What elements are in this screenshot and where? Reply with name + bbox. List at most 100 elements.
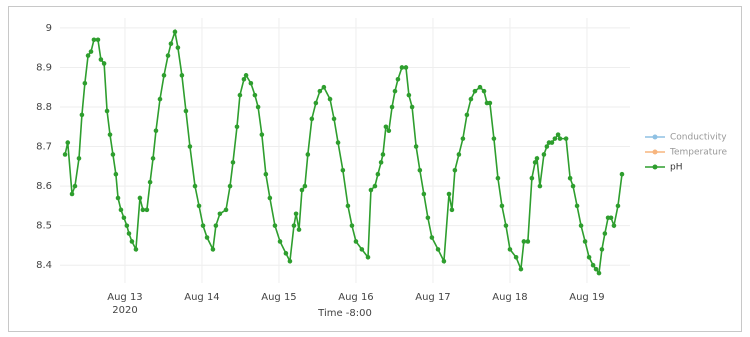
data-point [596, 270, 602, 276]
data-point [293, 211, 299, 217]
data-point [335, 140, 341, 145]
data-point [499, 203, 505, 209]
data-point [578, 223, 584, 228]
data-point [456, 152, 462, 157]
data-point [380, 152, 386, 157]
data-point [107, 132, 113, 137]
data-point [555, 132, 561, 137]
data-point [417, 167, 423, 173]
data-point [353, 239, 359, 244]
data-point [349, 223, 355, 228]
data-point [378, 160, 384, 165]
data-point [563, 136, 569, 141]
data-point [113, 171, 119, 177]
x-tick-label-line: Aug 13 [107, 292, 142, 303]
data-point [608, 215, 614, 221]
data-point [192, 183, 198, 189]
data-point [487, 100, 493, 106]
data-point [529, 175, 535, 181]
data-point [183, 108, 189, 114]
data-point [147, 179, 153, 185]
x-tick-label: Aug 16 [338, 292, 373, 303]
data-point [403, 65, 409, 70]
data-point [287, 258, 293, 264]
data-point [615, 203, 621, 209]
data-point [582, 239, 588, 244]
data-point [421, 191, 427, 197]
x-tick-label-line: Aug 18 [492, 292, 527, 303]
data-point [345, 203, 351, 209]
data-point [140, 207, 146, 213]
data-point [69, 191, 75, 197]
data-point [365, 254, 371, 260]
data-point [95, 37, 101, 43]
x-tick-label: Aug 15 [261, 292, 296, 303]
data-point [446, 191, 452, 197]
data-point [302, 183, 308, 189]
data-point [291, 223, 297, 228]
data-point [187, 144, 193, 149]
data-point [472, 88, 478, 94]
data-point [593, 266, 599, 272]
data-point [413, 144, 419, 149]
data-point [409, 104, 415, 110]
data-point [392, 88, 398, 94]
legend-label: pH [670, 163, 682, 173]
data-point [110, 152, 116, 157]
data-point [567, 175, 573, 181]
data-point [452, 167, 458, 173]
data-point [91, 37, 97, 43]
data-point [137, 195, 143, 201]
data-point [227, 183, 233, 189]
data-point [383, 124, 389, 130]
x-tick-label-line: Aug 15 [261, 292, 296, 303]
data-point [259, 132, 265, 137]
data-point [495, 175, 501, 181]
data-point [507, 247, 513, 252]
data-point [389, 104, 395, 110]
data-point [552, 136, 558, 141]
data-point [503, 223, 509, 228]
data-point [429, 235, 435, 240]
x-tick-label-line: Aug 19 [569, 292, 604, 303]
y-tick-label: 9 [46, 23, 52, 34]
data-point [230, 160, 236, 165]
data-point [296, 227, 302, 232]
data-point [179, 73, 185, 78]
legend-label: Conductivity [670, 133, 727, 143]
data-point [317, 88, 323, 94]
data-point [213, 223, 219, 228]
legend-swatch-marker [652, 164, 658, 170]
data-point [425, 215, 431, 221]
data-point [126, 231, 132, 236]
y-tick-label: 8.7 [36, 142, 52, 153]
y-tick-label: 8.6 [36, 181, 52, 192]
data-point [98, 57, 104, 62]
data-point [599, 247, 605, 252]
data-point [590, 262, 596, 268]
data-point [104, 108, 110, 114]
data-point [150, 156, 156, 161]
x-tick-label: Aug 17 [415, 292, 450, 303]
data-point [168, 41, 174, 47]
data-point [313, 100, 319, 106]
data-point [435, 247, 441, 252]
data-point [327, 96, 333, 102]
x-tick-label: Aug 19 [569, 292, 604, 303]
data-point [386, 128, 392, 134]
data-point [217, 211, 223, 217]
data-point [241, 77, 247, 82]
data-point [129, 239, 135, 244]
data-point [255, 104, 261, 110]
data-point [62, 152, 68, 157]
x-tick-label: Aug 18 [492, 292, 527, 303]
data-point [586, 254, 592, 260]
data-point [76, 156, 82, 161]
y-tick-label: 8.8 [36, 102, 52, 113]
data-point [611, 223, 617, 228]
x-tick-label: Aug 14 [184, 292, 219, 303]
legend-swatch-marker [652, 134, 658, 140]
data-point [619, 171, 625, 177]
data-point [331, 116, 337, 122]
data-point [570, 183, 576, 189]
